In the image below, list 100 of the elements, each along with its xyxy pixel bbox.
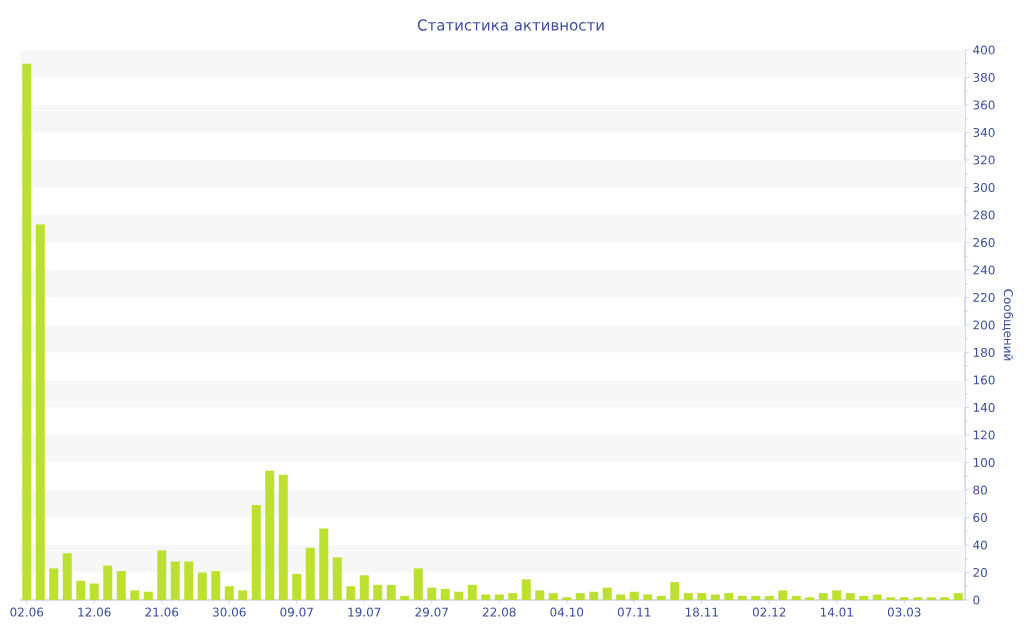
y-tick-label: 220 (973, 292, 995, 303)
x-tick-label: 22.08 (482, 607, 516, 617)
y-tick-label: 320 (973, 155, 995, 165)
y-tick-label: 300 (973, 182, 995, 193)
bar (292, 573, 302, 600)
bar (454, 591, 464, 600)
bar (629, 591, 639, 600)
bar (913, 597, 923, 600)
bar (386, 584, 396, 600)
bar (616, 594, 626, 600)
x-tick-label: 21.06 (145, 607, 179, 617)
bar (143, 591, 153, 600)
bar (35, 224, 45, 600)
bar (859, 595, 869, 600)
bar (886, 597, 896, 600)
bar (481, 594, 491, 600)
y-tick-label: 280 (973, 210, 995, 220)
bar (778, 590, 788, 600)
bar (413, 568, 423, 600)
bar (184, 561, 194, 600)
bar (656, 595, 666, 600)
bar (211, 571, 221, 600)
x-tick-label: 19.07 (348, 607, 381, 617)
x-tick-label: 04.10 (550, 607, 584, 617)
x-tick-label: 07.11 (617, 607, 651, 617)
bar (238, 590, 248, 600)
bar (724, 593, 734, 600)
bar (319, 528, 329, 600)
y-tick-label: 100 (973, 457, 995, 468)
bar (751, 595, 761, 600)
bar (373, 584, 383, 600)
y-tick-label: 20 (973, 567, 988, 578)
bar (845, 593, 855, 600)
bar (508, 593, 518, 600)
chart-title: Статистика активности (417, 19, 604, 31)
bar (548, 593, 558, 600)
bar (494, 594, 504, 600)
bar (440, 589, 450, 600)
y-tick-label: 80 (973, 485, 988, 495)
bar (467, 584, 477, 600)
bar (49, 568, 59, 600)
y-tick-label: 160 (973, 375, 995, 385)
y-tick-label: 0 (973, 595, 980, 605)
y-axis-title: Сообщений (1002, 289, 1014, 361)
x-tick-label: 14.01 (820, 607, 853, 617)
bar (157, 550, 167, 600)
y-tick-label: 260 (973, 237, 995, 248)
bar (332, 557, 342, 600)
bar (130, 590, 140, 600)
bar (764, 595, 774, 600)
bar (953, 593, 963, 600)
bar (278, 474, 288, 600)
bar (224, 586, 234, 600)
bar (697, 593, 707, 600)
y-tick-label: 380 (973, 72, 995, 83)
x-tick-label: 18.11 (685, 607, 718, 617)
bar (818, 593, 828, 600)
bar (872, 594, 882, 600)
y-tick-label: 120 (973, 430, 995, 440)
bar (602, 587, 612, 600)
bar (926, 597, 936, 600)
bar (116, 571, 126, 600)
bar (575, 593, 585, 600)
bar (22, 63, 32, 600)
x-tick-label: 29.07 (415, 607, 448, 617)
x-tick-label: 12.06 (78, 607, 111, 617)
y-tick-label: 140 (973, 402, 995, 413)
bar (89, 583, 99, 600)
bar (535, 590, 545, 600)
bar (197, 572, 207, 600)
bar (346, 586, 356, 600)
bar (589, 591, 599, 600)
y-tick-label: 240 (973, 265, 995, 275)
x-tick-label: 02.12 (752, 607, 786, 617)
bar (76, 580, 86, 600)
bar (521, 579, 531, 600)
bar (670, 582, 680, 600)
bar (251, 505, 261, 600)
bar (940, 597, 950, 600)
y-tick-label: 180 (973, 347, 995, 358)
bar (791, 595, 801, 600)
bar (805, 597, 815, 600)
y-tick-label: 200 (973, 320, 995, 330)
bar (103, 565, 113, 600)
bar (305, 547, 315, 600)
x-tick-label: 30.06 (212, 607, 246, 617)
bar (400, 595, 410, 600)
y-tick-label: 60 (973, 512, 988, 523)
bar (899, 597, 909, 600)
bar (427, 587, 437, 600)
y-tick-label: 40 (973, 540, 988, 550)
bar (562, 597, 572, 600)
x-tick-label: 09.07 (280, 607, 313, 617)
bar (683, 593, 693, 600)
y-tick-label: 340 (973, 127, 995, 138)
y-tick-label: 360 (973, 100, 995, 110)
bar (710, 594, 720, 600)
y-tick-label: 400 (973, 45, 995, 55)
bar (737, 595, 747, 600)
bar (265, 470, 275, 600)
